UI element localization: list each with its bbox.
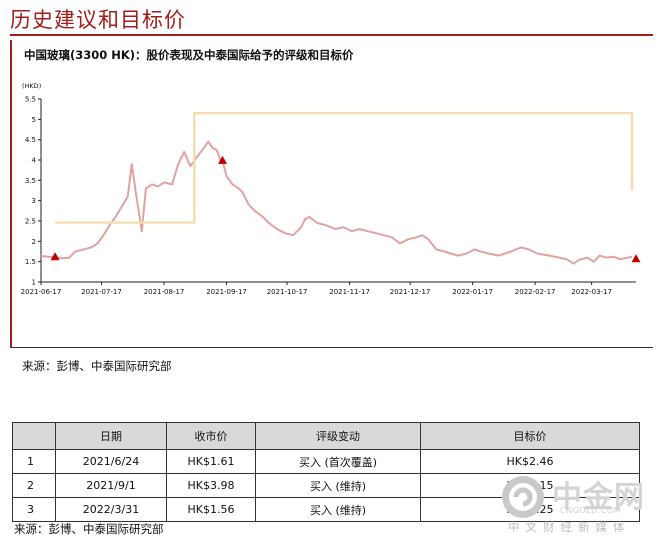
table-row: 1 2021/6/24 HK$1.61 买入 (首次覆盖) HK$2.46: [12, 449, 640, 474]
title-divider: [10, 34, 653, 36]
y-tick-label: 4: [32, 157, 37, 165]
row-close: HK$3.98: [166, 473, 256, 498]
rating-marker: [50, 252, 60, 261]
header-close: 收市价: [166, 422, 256, 450]
row-date: 2021/6/24: [55, 449, 167, 474]
header-rating: 评级变动: [255, 422, 421, 450]
rating-marker: [218, 155, 228, 164]
y-axis-unit-label: (HKD): [22, 82, 41, 90]
row-no: 2: [12, 473, 56, 498]
target-price-line: [55, 112, 634, 224]
y-tick-label: 2.5: [25, 218, 36, 226]
x-tick-label: 2021-08-17: [144, 288, 185, 296]
x-tick-label: 2021-12-17: [390, 288, 431, 296]
x-tick-label: 2022-03-17: [571, 288, 612, 296]
y-tick-label: 5.5: [25, 96, 36, 104]
y-tick-label: 2: [32, 238, 36, 246]
watermark-tagline: 中文财经新媒体: [508, 520, 631, 534]
x-tick-label: 2021-10-17: [267, 288, 308, 296]
table-source-note: 来源：彭博、中泰国际研究部: [14, 522, 164, 536]
y-tick-label: 3: [32, 197, 36, 205]
header-no: [12, 422, 56, 450]
y-tick-label: 4.5: [25, 136, 36, 144]
x-tick-label: 2021-07-17: [81, 288, 122, 296]
x-tick-label: 2021-11-17: [329, 288, 370, 296]
table-header-row: 日期 收市价 评级变动 目标价: [12, 422, 640, 450]
chart-title: 中国玻璃(3300 HK)：股价表现及中泰国际给予的评级和目标价: [24, 48, 354, 62]
row-rating: 买入 (维持): [255, 497, 421, 522]
x-tick-label: 2022-01-17: [452, 288, 493, 296]
header-target: 目标价: [420, 422, 640, 450]
row-close: HK$1.61: [166, 449, 256, 474]
row-date: 2021/9/1: [55, 473, 167, 498]
page-title: 历史建议和目标价: [10, 8, 186, 32]
row-target: HK$2.46: [420, 449, 640, 474]
chart-panel: 中国玻璃(3300 HK)：股价表现及中泰国际给予的评级和目标价 (HKD) 1 1…: [10, 40, 653, 348]
row-rating: 买入 (首次覆盖): [255, 449, 421, 474]
row-date: 2022/3/31: [55, 497, 167, 522]
x-tick-label: 2022-02-17: [515, 288, 556, 296]
table-row: 3 2022/3/31 HK$1.56 买入 (维持) HK$3.25: [12, 497, 640, 522]
x-tick-label: 2021-06-17: [21, 288, 62, 296]
chart-source-note: 来源：彭博、中泰国际研究部: [22, 359, 172, 373]
row-rating: 买入 (维持): [255, 473, 421, 498]
share-price-line: [40, 140, 633, 265]
row-close: HK$1.56: [166, 497, 256, 522]
y-tick-label: 5: [32, 116, 36, 124]
row-no: 1: [12, 449, 56, 474]
y-tick-label: 1.5: [25, 258, 36, 266]
watermark: 中金网 CNGOLD.COM 中文财经新媒体: [496, 474, 656, 536]
y-tick-label: 3.5: [25, 177, 36, 185]
y-tick-label: 1: [32, 279, 36, 287]
price-chart: (HKD) 1 1.5 2 2.5 3 3.5 4 4.5 5 5.5 2021-06-17 2021-…: [21, 82, 641, 296]
row-no: 3: [12, 497, 56, 522]
header-date: 日期: [55, 422, 167, 450]
watermark-brand: 中金网: [552, 480, 645, 515]
x-tick-label: 2021-09-17: [206, 288, 247, 296]
rating-marker: [631, 254, 641, 263]
watermark-url: CNGOLD.COM: [560, 506, 622, 515]
cngold-logo-icon: [502, 476, 544, 518]
